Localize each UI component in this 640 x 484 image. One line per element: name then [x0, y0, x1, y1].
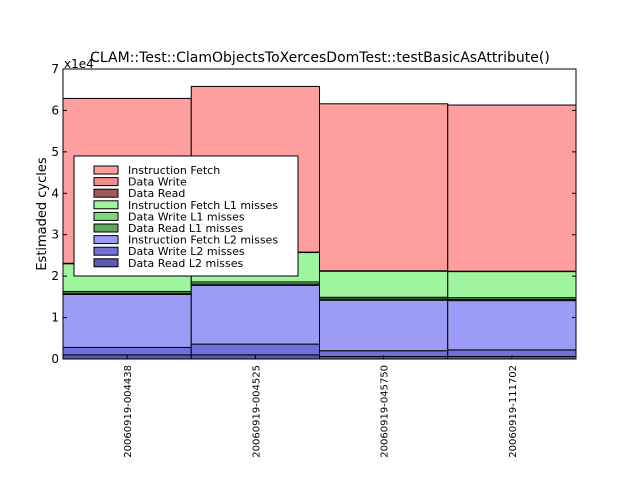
y-tick-label: 1 — [51, 311, 59, 325]
chart-title: CLAM::Test::ClamObjectsToXercesDomTest::… — [90, 50, 550, 66]
legend-swatch — [94, 212, 118, 220]
legend-swatch — [94, 201, 118, 209]
legend-swatch — [94, 178, 118, 186]
bar-segment-20060919-004525-series-1 — [191, 344, 319, 355]
bar-segment-20060919-111702-series-8 — [448, 105, 576, 271]
y-tick-label: 4 — [51, 186, 59, 200]
legend-swatch — [94, 166, 118, 174]
y-tick-label: 0 — [51, 352, 59, 366]
x-tick-label: 20060919-045750 — [380, 365, 391, 458]
legend-swatch — [94, 224, 118, 232]
bar-segment-20060919-004438-series-2 — [63, 294, 191, 347]
bar-segment-20060919-045750-series-5 — [320, 271, 448, 297]
bar-segment-20060919-045750-series-2 — [320, 300, 448, 351]
x-tick-label: 20060919-004438 — [123, 365, 134, 458]
x-axis: 20060919-004438 20060919-004525 20060919-0… — [123, 355, 519, 458]
bar-segment-20060919-111702-series-5 — [448, 272, 576, 298]
legend-swatch — [94, 247, 118, 255]
bar-segment-20060919-111702-series-2 — [448, 301, 576, 350]
x-tick-label: 20060919-111702 — [508, 365, 519, 458]
y-tick-label: 7 — [51, 62, 59, 76]
y-tick-label: 3 — [51, 228, 59, 242]
legend-label: Data Read L2 misses — [128, 257, 244, 270]
legend-swatch — [94, 259, 118, 267]
legend-swatch — [94, 189, 118, 197]
y-tick-label: 5 — [51, 145, 59, 159]
bar-segment-20060919-004438-series-1 — [63, 347, 191, 354]
legend-swatch — [94, 236, 118, 244]
bar-segment-20060919-004525-series-2 — [191, 285, 319, 344]
x-tick-label: 20060919-004525 — [251, 365, 262, 458]
y-axis-label: Estimaded cycles — [35, 157, 50, 271]
bar-segment-20060919-045750-series-8 — [320, 104, 448, 271]
y-tick-label: 2 — [51, 269, 59, 283]
y-tick-label: 6 — [51, 103, 59, 117]
